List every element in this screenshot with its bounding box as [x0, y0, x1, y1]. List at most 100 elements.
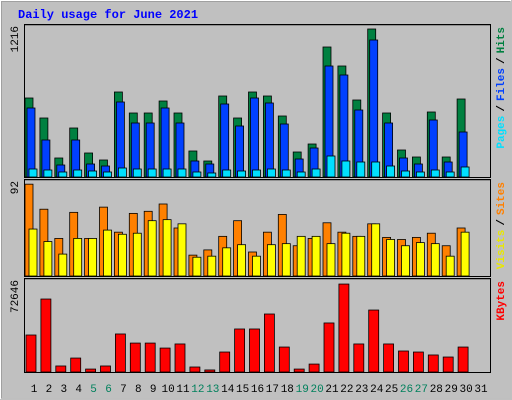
x-tick-label: 12 [191, 384, 204, 396]
bar [162, 219, 172, 277]
bar [401, 170, 410, 178]
bar [115, 333, 126, 373]
x-tick-label: 23 [355, 384, 368, 396]
bar [250, 97, 259, 178]
bar [353, 343, 365, 373]
x-tick-label: 18 [281, 384, 294, 396]
bar [207, 172, 217, 178]
bar [132, 232, 142, 277]
legend-entry: Sites [496, 182, 508, 215]
x-tick-label: 1 [31, 384, 38, 396]
bar [311, 168, 321, 178]
legend-separator: / [496, 57, 508, 64]
bar [88, 170, 97, 178]
bar [234, 328, 246, 373]
bar [427, 354, 439, 373]
x-tick-label: 27 [415, 384, 428, 396]
bar [371, 223, 381, 277]
bar [296, 235, 306, 277]
bar [28, 228, 38, 277]
bar [103, 229, 112, 277]
bar [311, 235, 321, 277]
bar [147, 168, 157, 178]
x-tick-label: 19 [296, 384, 309, 396]
x-tick-label: 31 [474, 384, 488, 396]
y-tick-label: 1216 [10, 26, 22, 52]
bar [160, 107, 170, 178]
bar [326, 155, 336, 178]
bar [207, 255, 217, 277]
x-tick-label: 22 [340, 384, 353, 396]
bar [55, 365, 67, 373]
bar [73, 238, 83, 277]
bar [58, 171, 68, 178]
bar [457, 346, 469, 373]
x-tick-label: 21 [325, 384, 339, 396]
bar [341, 160, 351, 178]
bar [430, 169, 440, 178]
x-tick-label: 2 [46, 384, 53, 396]
bar [70, 357, 82, 373]
bar [460, 166, 470, 178]
bar [281, 169, 291, 178]
bar [412, 351, 424, 373]
x-tick-label: 7 [120, 384, 127, 396]
bar [323, 322, 335, 373]
bar [398, 350, 409, 373]
bar [129, 342, 141, 373]
x-tick-label: 24 [370, 384, 384, 396]
bar [73, 169, 83, 178]
bar [442, 356, 454, 373]
bar [401, 245, 410, 277]
bar [415, 242, 425, 277]
bar [341, 232, 351, 277]
bar [25, 334, 37, 373]
bar [368, 309, 380, 373]
y-tick-label: 72646 [10, 280, 22, 313]
bar [85, 368, 96, 373]
bar [220, 103, 230, 178]
bar [189, 366, 201, 373]
bar [279, 123, 289, 178]
legend-entry: Pages [496, 116, 508, 149]
bar [103, 171, 112, 178]
bar [326, 243, 336, 277]
bar [26, 107, 36, 178]
bar [237, 244, 247, 277]
bar [266, 168, 276, 178]
bar [356, 235, 366, 277]
legend: Pages / Files / Hits [496, 27, 508, 149]
x-tick-label: 26 [400, 384, 413, 396]
legend-entry: Files [496, 68, 508, 101]
bar [266, 244, 276, 277]
bar [177, 223, 187, 277]
bar [386, 165, 396, 178]
bar [415, 171, 425, 178]
bar [445, 171, 455, 178]
bar [177, 168, 187, 178]
chart-title: Daily usage for June 2021 [18, 8, 198, 22]
bar [263, 313, 275, 373]
x-tick-label: 17 [266, 384, 279, 396]
x-tick-label: 14 [221, 384, 235, 396]
bar [192, 256, 202, 277]
legend-entry: Visits [496, 230, 508, 270]
bar [222, 169, 232, 178]
bar [132, 168, 142, 178]
bar [338, 283, 350, 373]
bar [249, 328, 260, 373]
bar [147, 220, 157, 277]
x-tick-label: 11 [176, 384, 190, 396]
bar [159, 347, 171, 373]
bar [118, 233, 127, 277]
bar [264, 102, 274, 178]
x-tick-label: 25 [385, 384, 398, 396]
legend-separator: / [496, 219, 508, 226]
bar [116, 101, 125, 178]
legend-separator: / [496, 105, 508, 112]
x-tick-label: 10 [161, 384, 174, 396]
legend: KBytes [496, 281, 508, 321]
bar [296, 171, 306, 178]
bar [428, 119, 438, 178]
x-tick-label: 9 [150, 384, 157, 396]
